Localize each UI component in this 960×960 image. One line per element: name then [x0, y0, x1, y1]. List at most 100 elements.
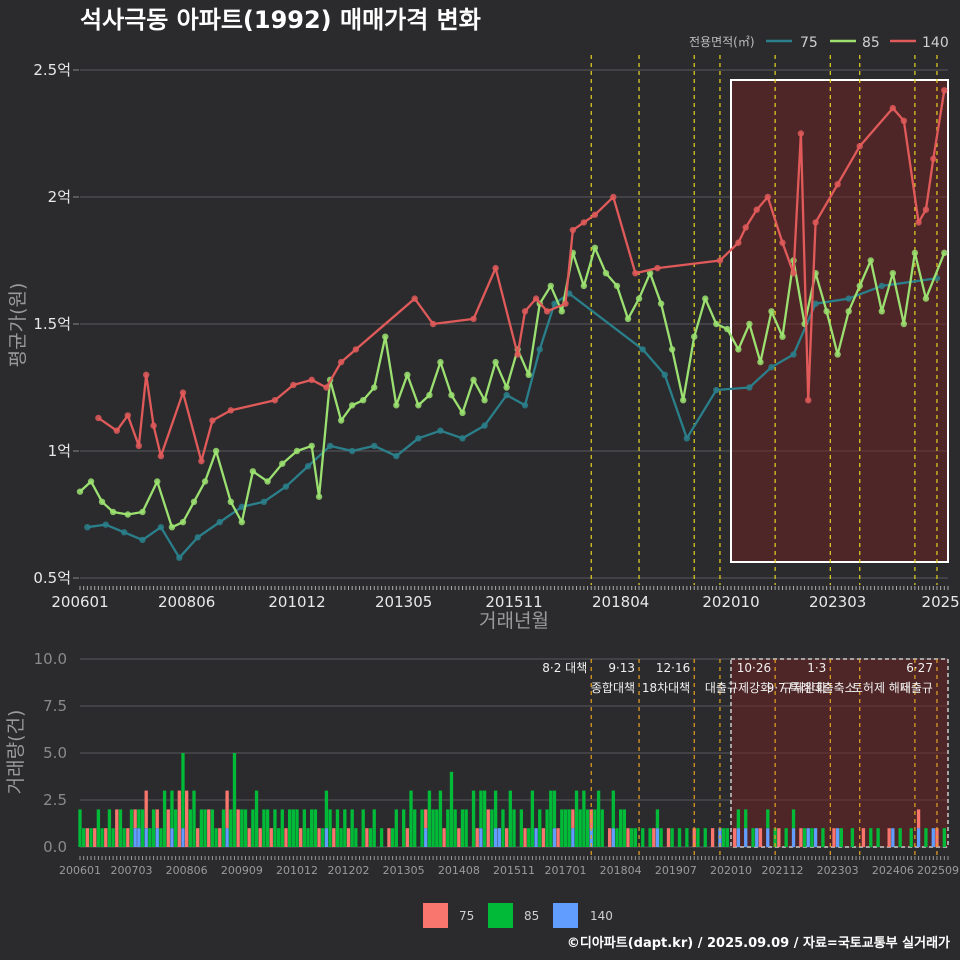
volume-x-tick-label: 201012 [276, 864, 318, 877]
volume-bar-85 [545, 809, 549, 847]
volume-bar-85 [641, 828, 645, 847]
volume-bar-140 [571, 828, 575, 847]
price-point-140 [941, 87, 948, 94]
price-point-140 [521, 308, 529, 315]
legend-label-85: 85 [862, 35, 880, 51]
volume-bar-140 [424, 828, 428, 847]
price-point-75 [503, 391, 510, 399]
volume-bar-85 [159, 828, 163, 847]
volume-bar-75 [218, 828, 222, 847]
price-point-85 [547, 282, 554, 290]
volume-bar-85 [302, 809, 307, 847]
policy-label-name: 종합대책 [591, 680, 635, 695]
volume-bar-85 [306, 828, 310, 847]
price-point-140 [411, 295, 418, 302]
price-point-85 [779, 333, 786, 340]
volume-bar-85 [173, 809, 178, 847]
volume-bar-85 [791, 809, 796, 829]
volume-bar-75 [666, 828, 671, 847]
price-point-140 [150, 422, 157, 429]
volume-bar-85 [453, 809, 457, 847]
volume-bar-85 [898, 828, 902, 847]
price-point-85 [823, 308, 830, 315]
volume-bar-85 [118, 809, 123, 847]
volume-panel: 0.0 2.5 5.0 7.5 10.0 8·2 대책 9·13 종합대책 12·16 18차대책… [5, 650, 959, 877]
volume-bar-75 [457, 828, 461, 847]
price-point-140 [323, 384, 330, 391]
price-point-140 [654, 264, 661, 272]
volume-bar-85 [427, 790, 432, 847]
volume-bar-85 [501, 809, 505, 847]
volume-y-axis-title: 거래량(건) [5, 710, 27, 795]
volume-bar-85 [567, 809, 571, 847]
volume-bar-85 [460, 809, 465, 847]
volume-y-tick-label: 7.5 [43, 697, 67, 715]
price-point-75 [639, 346, 646, 353]
price-point-75 [348, 447, 356, 455]
volume-bar-85 [100, 828, 104, 847]
price-point-85 [503, 384, 510, 391]
volume-bar-85 [280, 809, 284, 847]
price-point-85 [190, 498, 198, 505]
volume-bar-85 [129, 809, 134, 847]
price-point-85 [613, 282, 621, 290]
price-point-140 [790, 270, 797, 277]
volume-bar-85 [232, 753, 237, 847]
volume-x-tick-label: 201305 [383, 864, 425, 877]
volume-bar-140 [736, 828, 741, 847]
volume-bar-85 [850, 828, 855, 847]
price-series-line-75 [87, 277, 938, 559]
volume-x-tick-label: 201907 [655, 864, 697, 877]
price-point-85 [525, 371, 532, 378]
price-x-tick-label: 202010 [702, 593, 759, 611]
policy-label-name: 대출규제강화 [705, 681, 771, 695]
price-point-75 [415, 435, 422, 442]
price-point-140 [632, 270, 639, 277]
price-point-85 [315, 493, 323, 500]
price-point-75 [768, 363, 775, 371]
price-point-75 [746, 384, 753, 391]
price-point-140 [352, 346, 360, 353]
price-point-140 [179, 389, 187, 396]
policy-label-name: 대출규 [900, 681, 933, 695]
price-point-140 [95, 414, 102, 422]
volume-bar-85 [479, 790, 483, 829]
price-point-140 [271, 397, 279, 404]
volume-bar-85 [413, 809, 417, 847]
volume-bar-85 [78, 809, 82, 847]
bar-legend-label-85: 85 [524, 909, 539, 923]
price-point-140 [805, 397, 812, 404]
volume-bar-85 [508, 790, 512, 847]
price-point-85 [768, 308, 775, 315]
price-point-85 [348, 402, 356, 409]
price-point-140 [856, 143, 863, 150]
volume-bar-75 [571, 809, 575, 829]
price-point-75 [845, 295, 852, 302]
volume-bar-85 [751, 828, 755, 847]
price-point-85 [404, 371, 411, 378]
volume-bar-85 [527, 828, 531, 847]
price-point-140 [143, 371, 150, 378]
price-point-140 [900, 117, 908, 125]
volume-bar-85 [512, 809, 516, 847]
bar-legend-swatch-75 [423, 903, 448, 928]
volume-bar-85 [335, 809, 340, 847]
legend-label-75: 75 [800, 35, 818, 51]
volume-bar-140 [836, 828, 840, 847]
price-point-85 [845, 308, 852, 315]
volume-bar-140 [611, 828, 615, 847]
volume-bar-140 [155, 828, 159, 847]
volume-bar-85 [354, 828, 358, 847]
volume-bar-85 [276, 828, 281, 847]
volume-bar-140 [891, 828, 895, 847]
price-point-140 [930, 155, 937, 163]
price-point-75 [84, 524, 91, 531]
volume-bar-75 [185, 790, 189, 847]
price-point-140 [543, 308, 551, 315]
price-point-140 [198, 457, 205, 465]
volume-bar-140 [133, 828, 137, 847]
volume-bar-85 [350, 809, 354, 847]
policy-label-name: 18차대책 [642, 680, 690, 695]
volume-bar-75 [346, 828, 351, 847]
volume-bar-85 [802, 828, 807, 847]
